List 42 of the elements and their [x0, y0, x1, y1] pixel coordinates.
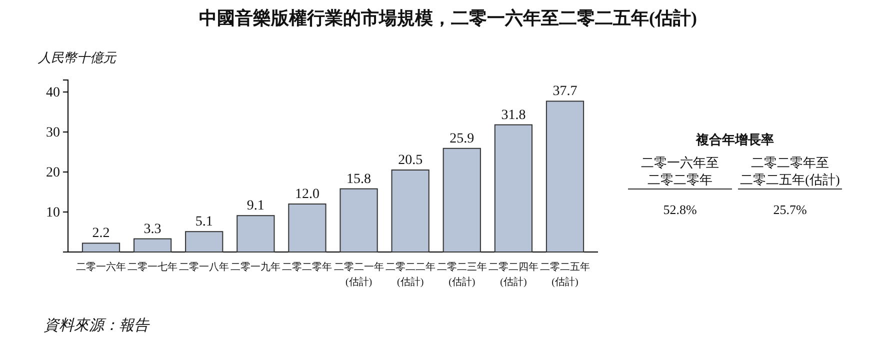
data-label: 37.7 [552, 84, 578, 100]
x-tick-label: 二零二三年(估計) [436, 261, 487, 288]
bar [288, 204, 326, 252]
x-tick-label: 二零二二年(估計) [385, 261, 436, 288]
x-tick-label: 二零二四年(估計) [488, 261, 538, 288]
x-tick-label: 二零一六年 [76, 261, 126, 273]
data-label: 20.5 [398, 153, 423, 168]
x-tick-label: 二零一七年 [128, 261, 178, 273]
data-label: 2.2 [92, 226, 110, 242]
y-tick-label: 30 [46, 125, 60, 140]
data-label: 12.0 [294, 187, 320, 202]
text: 52.8% [663, 202, 697, 217]
x-tick-label: 二零一八年 [179, 261, 230, 273]
data-label: 3.3 [144, 222, 162, 237]
data-label: 25.9 [450, 131, 474, 146]
category-label: 二零一六年至二零二零年 [641, 155, 719, 187]
bar [442, 148, 481, 252]
bar [494, 124, 533, 252]
x-tick-label: 二零一九年 [230, 261, 281, 273]
chart-title: 中國音樂版權行業的市場規模，二零一六年至二零二五年(估計) [199, 8, 697, 28]
text: 複合年增長率 [695, 132, 774, 147]
data-label: 15.8 [346, 172, 372, 187]
bar [185, 231, 224, 252]
text: 25.7% [773, 202, 807, 217]
x-tick-label: 二零二零年 [282, 261, 332, 273]
bar [82, 242, 120, 252]
y-tick-label: 20 [46, 165, 60, 180]
bar [546, 100, 584, 252]
data-label: 31.8 [501, 108, 526, 123]
bar [133, 238, 172, 252]
y-tick-label: 10 [46, 205, 60, 220]
category-label: 二零二零年至二零二五年(估計) [740, 155, 840, 187]
source-note: 資料來源：報告 [44, 317, 150, 334]
y-tick-label: 40 [46, 85, 60, 100]
bar [391, 170, 430, 252]
x-tick-label: 二零二一年(估計) [334, 261, 384, 288]
data-label: 5.1 [195, 214, 213, 230]
bar [340, 188, 378, 252]
data-label: 9.1 [246, 198, 264, 214]
bar [236, 215, 275, 252]
y-axis-title: 人民幣十億元 [37, 50, 117, 65]
x-tick-label: 二零二五年(估計) [540, 261, 590, 288]
